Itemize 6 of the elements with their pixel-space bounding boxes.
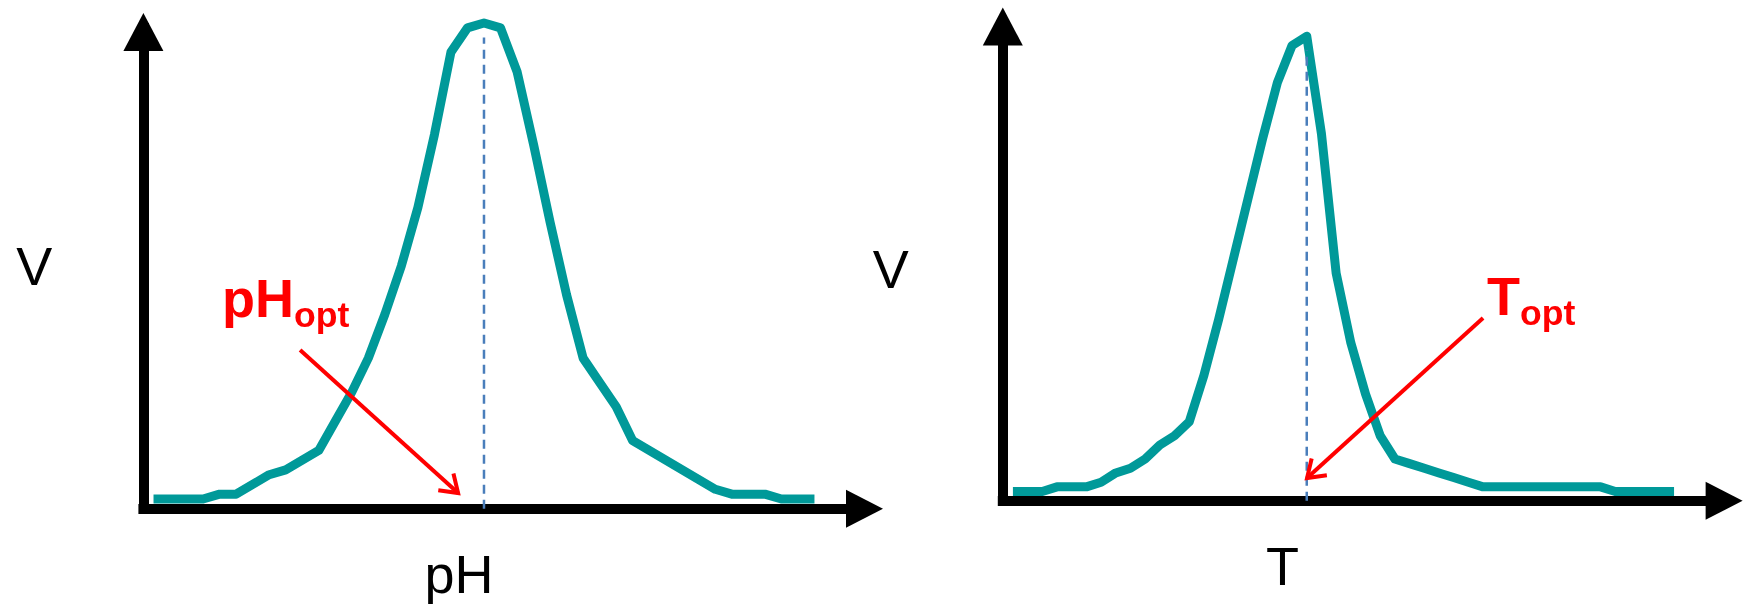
- annotation: T$_{opt}$: [1487, 266, 1576, 333]
- x-axis-title: pH: [424, 543, 494, 604]
- y-axis-title: V: [16, 235, 53, 296]
- y-axis-title: V: [872, 238, 909, 299]
- annotation: pH$_{opt}$: [222, 268, 350, 335]
- x-axis-title: T: [1265, 535, 1299, 596]
